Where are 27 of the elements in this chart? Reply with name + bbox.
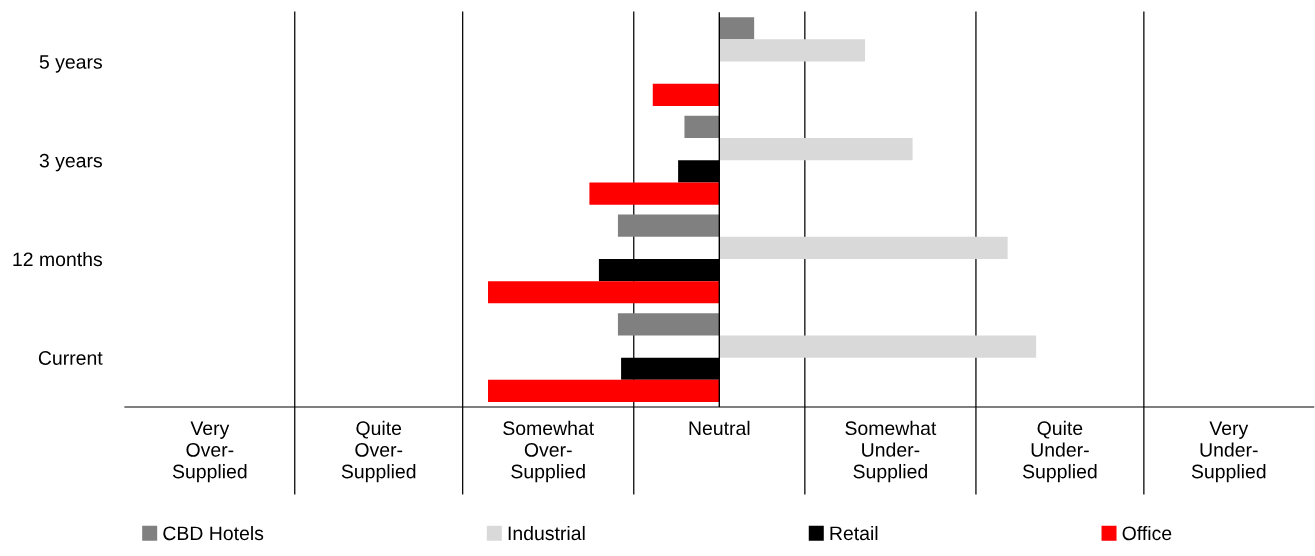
y-tick-label: Current: [38, 351, 103, 365]
bar: [617, 214, 720, 237]
bar: [719, 335, 1037, 358]
bar: [617, 313, 720, 336]
text: Quite Over- Supplied: [341, 420, 416, 483]
text: Very Over- Supplied: [172, 421, 247, 483]
legend-label: Retail: [830, 525, 878, 541]
text: Neutral: [689, 420, 750, 436]
y-tick-label: 12 months: [13, 251, 103, 267]
bar: [719, 17, 755, 40]
bar: [589, 182, 720, 205]
bar: [719, 39, 866, 62]
text: Quite Under- Supplied: [1022, 420, 1097, 483]
text: Very Under- Supplied: [1191, 421, 1266, 483]
y-tick-label: 5 years: [39, 55, 103, 73]
legend-label: CBD Hotels: [163, 525, 264, 541]
legend-label: Industrial: [508, 525, 585, 541]
bar: [719, 138, 913, 161]
bar: [488, 281, 720, 304]
bar: [652, 83, 720, 106]
text: Somewhat Over- Supplied: [503, 420, 595, 483]
bar: [488, 379, 720, 403]
bar: [684, 115, 720, 139]
y-tick-label: 3 years: [39, 153, 103, 172]
legend-label: Office: [1122, 525, 1172, 541]
bar: [719, 236, 1008, 259]
text: Somewhat Under- Supplied: [845, 420, 937, 483]
